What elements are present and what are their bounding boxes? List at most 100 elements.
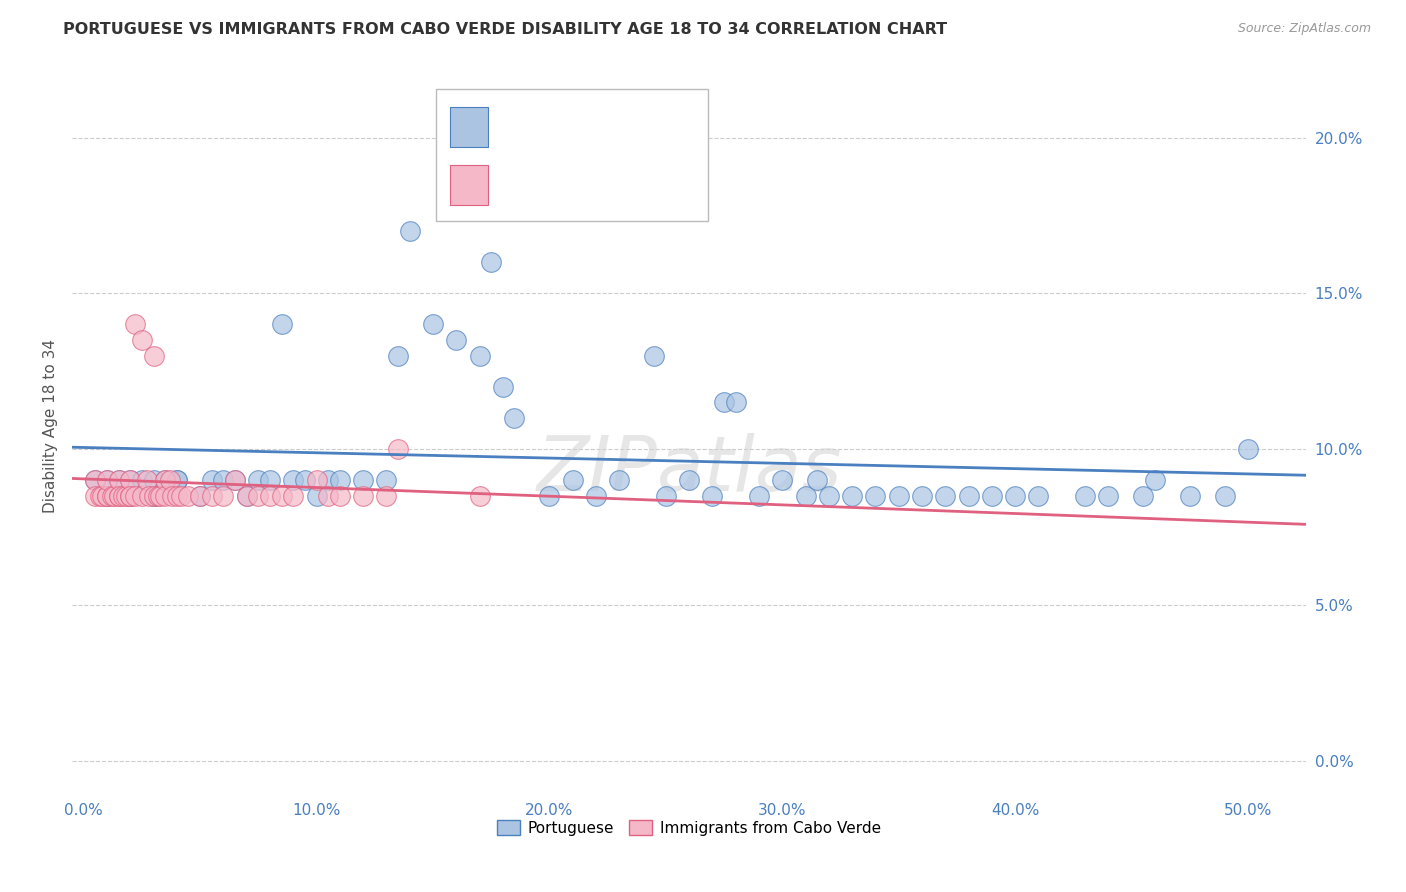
Point (131, 333, 153, 347)
Point (934, 489, 956, 503)
Point (702, 489, 724, 503)
Point (96, 489, 118, 503)
Point (142, 489, 165, 503)
Point (352, 473, 374, 487)
Point (235, 489, 257, 503)
Point (468, 349, 491, 363)
Point (387, 442, 409, 457)
Point (1074, 489, 1097, 503)
Legend: Portuguese, Immigrants from Cabo Verde: Portuguese, Immigrants from Cabo Verde (498, 820, 882, 836)
Point (188, 489, 211, 503)
Point (980, 489, 1002, 503)
Point (138, 489, 160, 503)
Point (247, 473, 270, 487)
Point (212, 489, 235, 503)
Point (201, 473, 224, 487)
Point (375, 473, 398, 487)
Point (120, 473, 142, 487)
Point (170, 489, 193, 503)
Point (770, 473, 793, 487)
Point (96, 489, 118, 503)
Point (713, 395, 735, 409)
Point (96, 489, 118, 503)
Point (865, 489, 887, 503)
Point (887, 489, 910, 503)
Point (259, 489, 281, 503)
Point (270, 318, 292, 332)
Point (468, 489, 491, 503)
Text: ZIPatlas: ZIPatlas (537, 433, 842, 507)
Point (135, 473, 157, 487)
Point (817, 489, 839, 503)
Point (153, 473, 176, 487)
Point (166, 489, 188, 503)
Point (794, 489, 817, 503)
Text: Source: ZipAtlas.com: Source: ZipAtlas.com (1237, 22, 1371, 36)
Point (107, 473, 129, 487)
Point (84, 489, 107, 503)
Point (515, 161, 537, 176)
Point (153, 473, 176, 487)
Point (1132, 489, 1154, 503)
Point (492, 380, 515, 394)
Point (283, 489, 305, 503)
Point (96, 473, 118, 487)
Text: PORTUGUESE VS IMMIGRANTS FROM CABO VERDE DISABILITY AGE 18 TO 34 CORRELATION CHA: PORTUGUESE VS IMMIGRANTS FROM CABO VERDE… (63, 22, 948, 37)
Point (159, 473, 181, 487)
Point (224, 473, 246, 487)
Point (112, 489, 135, 503)
Point (96, 473, 118, 487)
Point (131, 489, 153, 503)
Point (91, 489, 114, 503)
Point (1143, 473, 1166, 487)
Point (153, 489, 176, 503)
Point (538, 489, 561, 503)
Point (259, 473, 281, 487)
Point (561, 473, 583, 487)
Point (957, 489, 980, 503)
Point (1237, 442, 1260, 457)
Point (89, 489, 111, 503)
Point (166, 473, 188, 487)
Point (84, 473, 107, 487)
Point (212, 473, 235, 487)
Point (160, 489, 183, 503)
Point (247, 489, 270, 503)
Point (235, 489, 257, 503)
Point (107, 489, 129, 503)
Point (120, 489, 142, 503)
Point (479, 255, 502, 269)
Point (146, 489, 169, 503)
Point (1178, 489, 1201, 503)
Point (166, 473, 188, 487)
Point (329, 473, 352, 487)
Point (103, 489, 125, 503)
Point (422, 318, 444, 332)
Point (678, 473, 700, 487)
Point (911, 489, 934, 503)
Point (149, 489, 172, 503)
Point (131, 473, 153, 487)
Point (270, 489, 292, 503)
Point (224, 473, 246, 487)
Point (120, 473, 142, 487)
Point (806, 473, 828, 487)
Point (142, 489, 165, 503)
Point (177, 489, 200, 503)
Point (316, 489, 339, 503)
Point (607, 473, 630, 487)
Point (107, 473, 129, 487)
Point (748, 489, 770, 503)
Point (643, 349, 665, 363)
Point (387, 349, 409, 363)
Point (724, 395, 747, 409)
Point (585, 489, 607, 503)
Point (124, 318, 146, 332)
Point (124, 489, 146, 503)
Point (1213, 489, 1236, 503)
Point (142, 473, 165, 487)
Point (444, 333, 467, 347)
Point (655, 489, 678, 503)
Point (503, 411, 526, 425)
Point (120, 489, 142, 503)
